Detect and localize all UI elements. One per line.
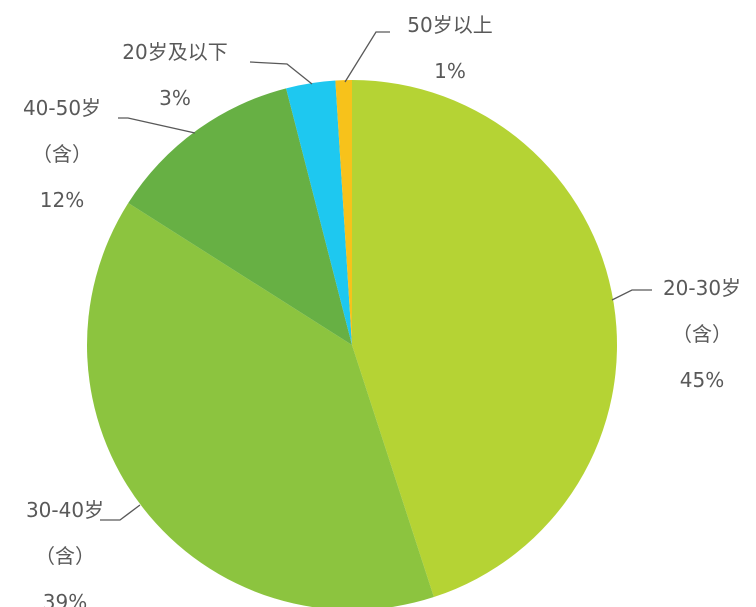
leader-line: [100, 504, 141, 521]
category-label: 20-30岁（含）: [662, 276, 742, 346]
slice-label: 40-50岁（含） 12%: [12, 85, 112, 223]
category-label: 30-40岁（含）: [25, 498, 105, 568]
category-label: 50岁以上: [407, 13, 493, 37]
leader-line: [611, 289, 652, 301]
slice-label: 30-40岁（含） 39%: [15, 487, 115, 607]
value-label: 45%: [679, 368, 725, 392]
leader-line: [118, 117, 196, 134]
slice-label: 20岁及以下 3%: [90, 29, 260, 121]
value-label: 3%: [159, 86, 191, 110]
pie-slice: [87, 203, 434, 607]
pie-slice: [335, 80, 352, 345]
leader-line: [344, 31, 390, 83]
value-label: 1%: [434, 59, 466, 83]
leader-line: [249, 61, 313, 85]
slice-label: 20-30岁（含） 45%: [652, 265, 752, 403]
category-label: 20岁及以下: [122, 40, 228, 64]
value-label: 39%: [42, 590, 88, 607]
slice-label: 50岁以上 1%: [375, 2, 525, 94]
pie-slice: [352, 80, 617, 598]
pie-slice: [128, 88, 352, 345]
pie-slice: [286, 80, 352, 345]
value-label: 12%: [39, 188, 85, 212]
category-label: 40-50岁（含）: [22, 96, 102, 166]
